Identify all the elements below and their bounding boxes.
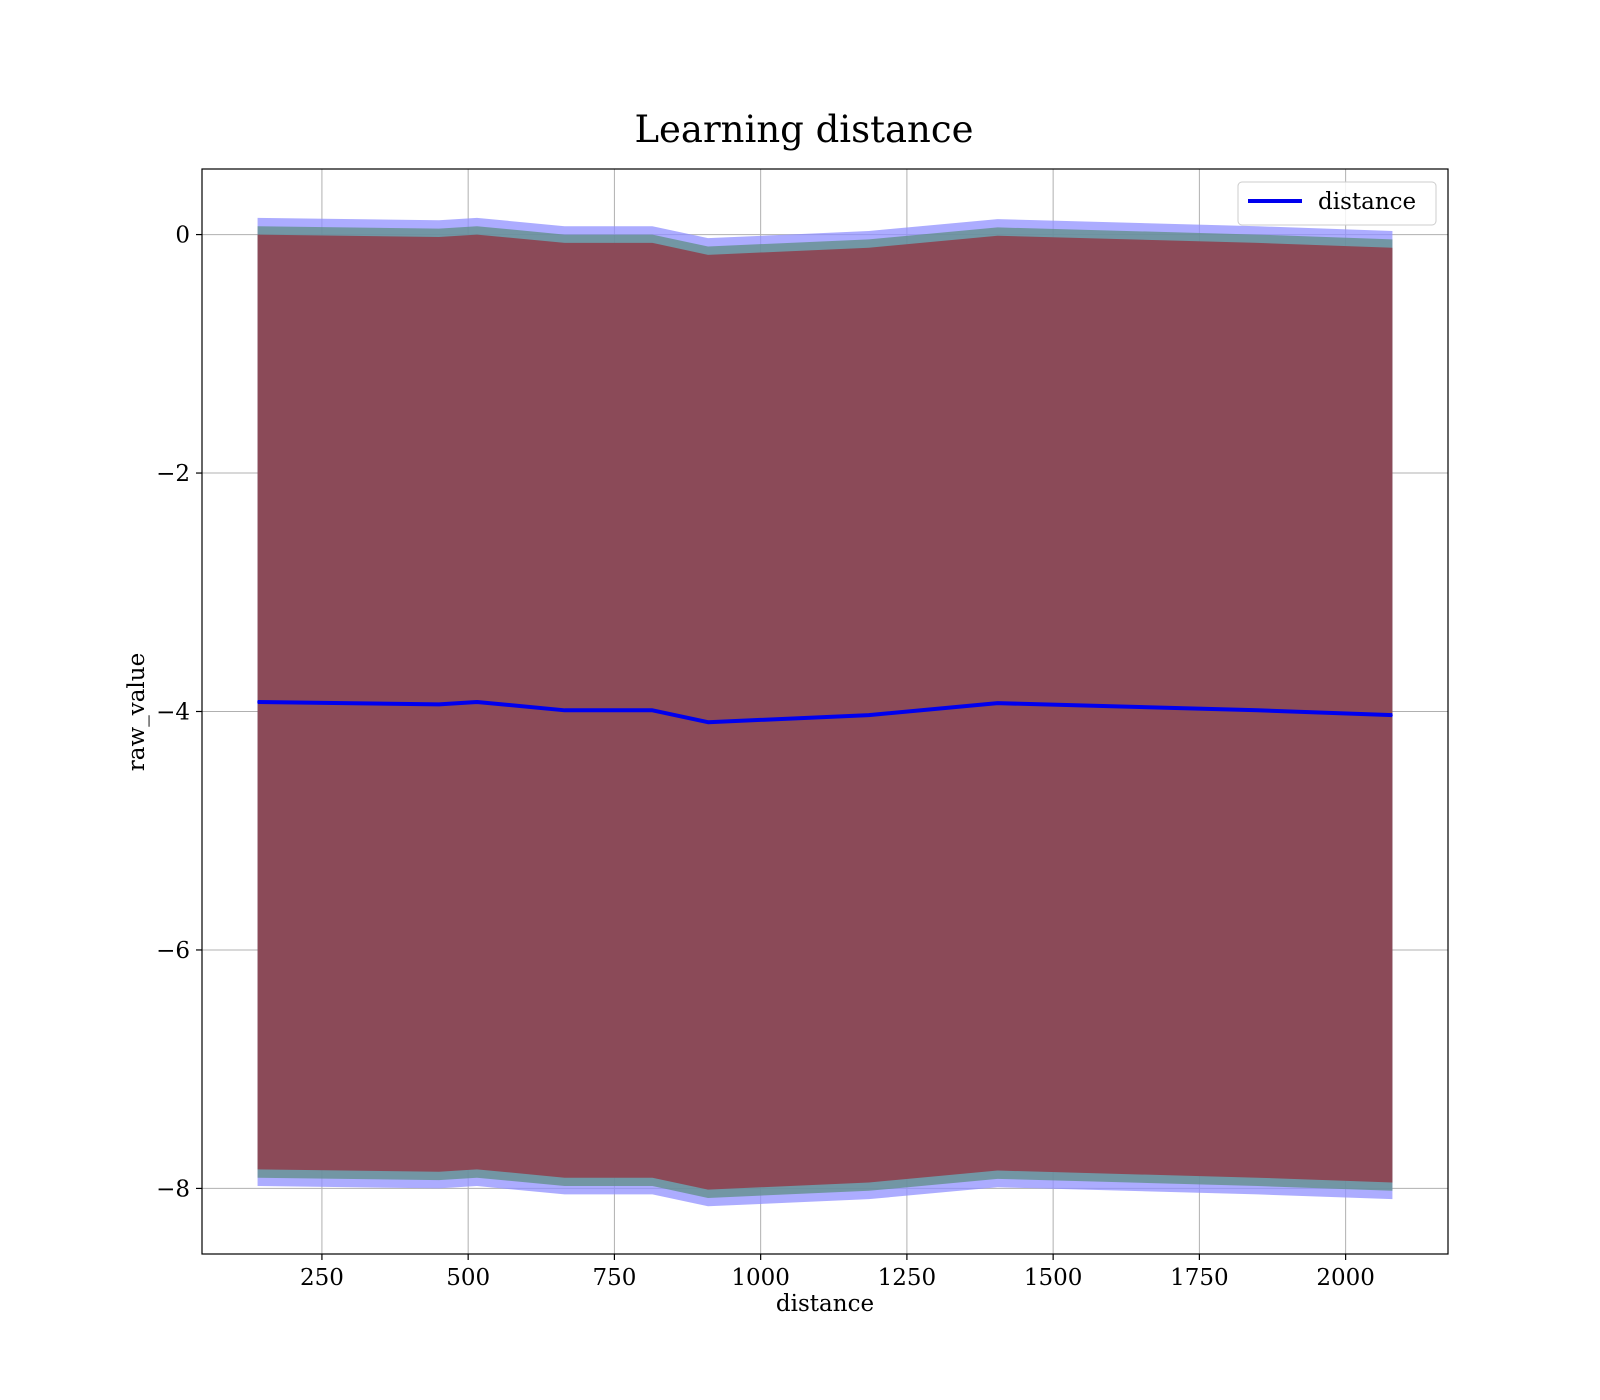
series-point-0-1 — [438, 703, 440, 705]
line-layer — [257, 699, 1393, 725]
legend-entry-distance: distance — [1318, 189, 1416, 215]
series-line-0 — [257, 699, 1393, 725]
y-tick-label-3: −6 — [156, 938, 190, 964]
y-ticks: 0 −2 −4 −6 −8 — [156, 223, 202, 1202]
series-point-0-3 — [564, 709, 566, 711]
x-tick-label-2: 750 — [592, 1265, 636, 1291]
confidence-band-0 — [257, 234, 1393, 1190]
x-tick-label-0: 250 — [300, 1265, 344, 1291]
series-point-0-0 — [257, 701, 259, 703]
band-layer — [257, 217, 1393, 1207]
series-point-0-7 — [997, 702, 999, 704]
x-tick-label-5: 1500 — [1024, 1265, 1083, 1291]
y-tick-label-1: −2 — [156, 461, 190, 487]
series-point-0-2 — [476, 701, 478, 703]
x-ticks: 250 500 750 1000 1250 1500 1750 2000 — [300, 1254, 1375, 1291]
legend-box — [1237, 181, 1437, 226]
legend: distance — [1237, 181, 1437, 226]
x-tick-label-6: 1750 — [1170, 1265, 1229, 1291]
x-tick-label-3: 1000 — [731, 1265, 790, 1291]
x-tick-label-7: 2000 — [1316, 1265, 1375, 1291]
series-point-0-6 — [868, 714, 870, 716]
y-tick-label-0: 0 — [175, 223, 190, 249]
y-tick-label-4: −8 — [156, 1176, 190, 1202]
chart-title: Learning distance — [634, 108, 973, 151]
series-point-0-4 — [651, 709, 653, 711]
x-axis-label: distance — [776, 1291, 874, 1317]
x-tick-label-4: 1250 — [878, 1265, 937, 1291]
y-tick-label-2: −4 — [156, 700, 190, 726]
y-axis-label: raw_value — [124, 653, 150, 771]
series-point-0-8 — [1257, 709, 1259, 711]
x-tick-label-1: 500 — [446, 1265, 490, 1291]
series-point-0-9 — [1391, 714, 1393, 716]
series-point-0-5 — [707, 721, 709, 723]
